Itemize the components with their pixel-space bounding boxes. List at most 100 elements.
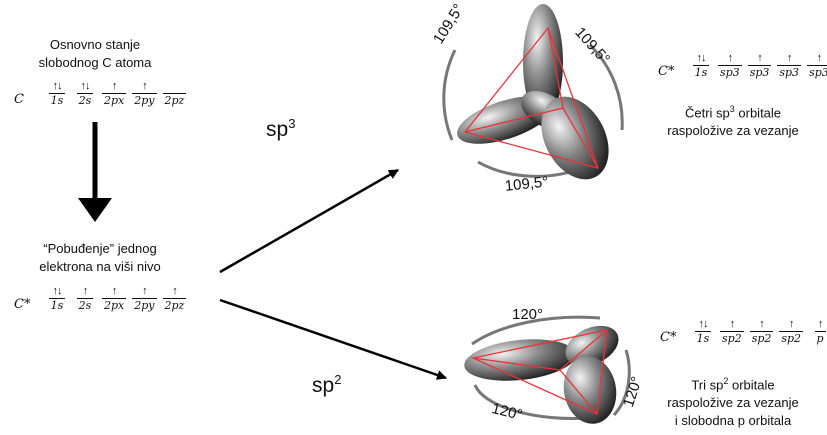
spin-arrows: ↑ [816,52,822,64]
orbital-label: sp2 [749,331,774,345]
sp2-caption-sup: 2 [723,376,729,386]
sp3-arrow-base: sp [266,118,289,141]
orbital-label: 2s [76,298,94,312]
sp3-caption-line1: Četri sp3 orbitale [640,100,826,122]
excited-config: C* ↑↓ 1s ↑ 2s ↑ 2px ↑ 2py ↑ 2pz [14,285,187,312]
sp2-caption-b: orbitale [728,377,775,393]
spin-arrows: ↑ [729,318,735,330]
orbital-box: ↑ sp2 [779,318,804,345]
sp2-orbital-figure [464,315,631,424]
sp2-arrow-label: sp2 [312,372,341,398]
orbital-label: 2px [102,298,127,312]
orbital-label: 2py [132,93,157,107]
orbital-box: ↑ sp3 [807,52,827,79]
sp2-arrow-base: sp [312,374,335,397]
sp2-caption-a: Tri sp [691,377,724,393]
spin-arrows: ↑ [111,285,117,297]
ground-title-line1: Osnovno stanje [49,37,141,52]
orbital-box: ↑↓ 1s [692,318,714,345]
excited-atom-symbol: C* [14,297,31,312]
sp2-config: C* ↑↓ 1s ↑ sp2 ↑ sp2 ↑ sp2 ↑ p [660,318,827,345]
sp3-config: C* ↑↓ 1s ↑ sp3 ↑ sp3 ↑ sp3 ↑ sp3 [658,52,827,79]
spin-arrows: ↑ [142,80,147,92]
spin-arrows: ↑↓ [698,318,709,330]
excited-title-line1: “Pobuđenje” jednog [43,241,157,256]
spin-arrows: ↑ [786,52,792,64]
ground-state-title: Osnovno stanje slobodnog C atoma [20,36,170,72]
orbital-box: ↑ sp3 [747,52,772,79]
orbital-box: ↑↓ 1s [46,285,68,312]
sp2-caption-line3: i slobodna p orbitala [674,413,792,429]
excited-title-line2: elektrona na viši nivo [39,259,161,274]
orbital-box: ↑ p [809,318,827,345]
orbital-label: sp2 [720,331,744,345]
sp3-atom-symbol: C* [658,64,675,79]
sp2-atom-symbol: C* [660,330,677,345]
sp2-lobe-left [464,339,576,381]
sp2-angle-top: 120° [512,306,544,323]
spin-arrows: ↑ [759,318,764,330]
ground-config: C ↑↓ 1s ↑↓ 2s ↑ 2px ↑ 2py 2pz [14,80,187,107]
orbital-box: 2pz [162,80,187,107]
sp3-arrow [219,168,399,274]
orbital-box: ↑ sp3 [777,52,802,79]
orbital-label: 2pz [162,93,187,107]
sp3-caption-a: Četri sp [684,105,730,121]
excited-state-title: “Pobuđenje” jednog elektrona na viši niv… [10,240,190,276]
sp3-orbital-figure [442,4,624,180]
orbital-label: 2px [102,93,127,107]
orbital-box: ↑ 2px [102,80,127,107]
orbital-label: 1s [48,93,66,107]
sp3-arrow-label: sp3 [266,116,295,142]
orbital-label: sp3 [718,65,742,79]
sp2-arrow-sup: 2 [334,372,342,387]
spin-arrows: ↑ [142,285,147,297]
orbital-box: ↑ 2px [102,285,127,312]
ground-atom-symbol: C [14,92,24,107]
spin-arrows: ↑↓ [80,80,91,92]
spin-arrows: ↑ [172,285,177,297]
sp2-caption-line2: raspoložive za vezanje [667,395,799,411]
sp3-caption-sup: 3 [729,104,735,114]
orbital-box: ↑ 2s [74,285,96,312]
orbital-box: ↑↓ 1s [46,80,68,107]
orbital-box: ↑ sp2 [749,318,774,345]
sp3-caption: Četri sp3 orbitale raspoložive za vezanj… [640,100,826,140]
sp2-caption: Tri sp2 orbitale raspoložive za vezanje … [640,372,826,430]
orbital-box: ↑↓ 1s [690,52,712,79]
spin-arrows: ↑ [111,80,117,92]
spin-arrows: ↑ [788,318,794,330]
orbital-box: ↑ sp2 [720,318,744,345]
sp3-caption-b: orbitale [734,105,782,121]
spin-arrows: ↑ [82,285,88,297]
orbital-label: 2py [132,298,157,312]
orbital-label: 2pz [162,298,187,312]
sp3-lobe-top [523,4,563,120]
orbital-label: p [814,331,826,345]
sp2-arrow [219,298,447,380]
spin-arrows: ↑ [757,52,762,64]
spin-arrows: ↑ [817,318,823,330]
sp3-caption-line2: raspoložive za vezanje [667,123,799,139]
sp3-lobe-right [541,96,609,180]
orbital-box: ↑↓ 2s [74,80,96,107]
orbital-label: 1s [694,331,712,345]
orbital-box: ↑ 2pz [162,285,187,312]
orbital-box: ↑ 2py [132,285,157,312]
orbital-label: sp3 [777,65,802,79]
orbital-label: 1s [692,65,710,79]
excitation-arrow [78,122,112,222]
orbital-label: 1s [48,298,66,312]
orbital-label: 2s [76,93,94,107]
sp2-caption-line1: Tri sp2 orbitale [640,372,826,394]
spin-arrows: ↑ [727,52,733,64]
orbital-label: sp2 [779,331,804,345]
orbital-box: ↑ sp3 [718,52,742,79]
orbital-box: ↑ 2py [132,80,157,107]
orbital-label: sp3 [747,65,772,79]
ground-title-line2: slobodnog C atoma [38,55,152,70]
spin-arrows: ↑↓ [52,80,63,92]
spin-arrows: ↑↓ [696,52,707,64]
orbital-label: sp3 [807,65,827,79]
